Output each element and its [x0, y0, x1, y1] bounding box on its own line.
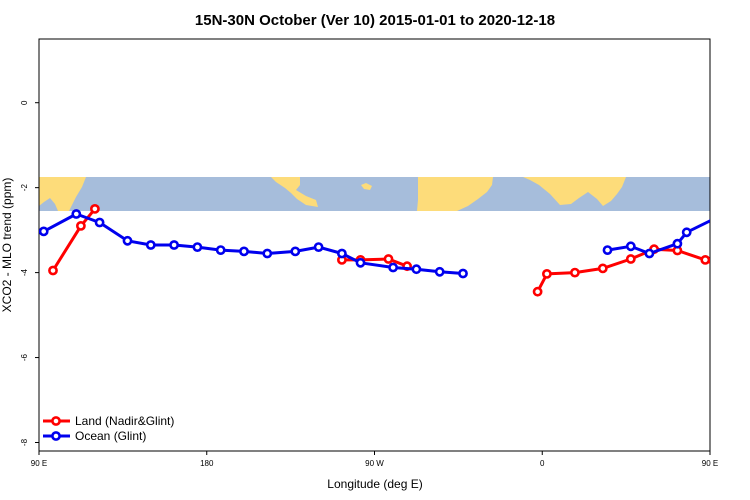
x-tick-label: 180: [200, 459, 214, 468]
land-data-point: [76, 220, 86, 231]
ocean-data-point: [739, 219, 746, 226]
ocean-data-point: [122, 235, 133, 246]
ocean-data-point: [262, 248, 273, 259]
ocean-data-point: [434, 266, 445, 277]
ocean-data-point: [644, 248, 655, 259]
land-data-point: [720, 266, 727, 273]
map-land-asia: [39, 177, 86, 211]
ocean-data-point: [215, 245, 226, 255]
map-land-south-asia: [523, 177, 626, 206]
legend-ocean-label: Ocean (Glint): [75, 429, 146, 443]
x-tick-label: 90 W: [365, 459, 384, 468]
ocean-data-point: [94, 217, 105, 228]
land-data-point: [542, 268, 552, 279]
legend: Land (Nadir&Glint) Ocean (Glint): [43, 414, 174, 443]
land-data-point: [90, 203, 100, 214]
land-data-point: [625, 254, 636, 264]
ocean-data-point: [192, 242, 203, 252]
plot-frame: [38, 38, 711, 452]
map-land-north-america: [271, 177, 318, 207]
ocean-data-point: [290, 246, 301, 257]
ocean-data-point: [39, 226, 49, 237]
land-data-point: [744, 224, 750, 231]
ocean-data-point: [71, 209, 82, 219]
ocean-data-point: [239, 246, 249, 257]
x-tick-label: 90 E: [31, 459, 47, 468]
legend-land-label: Land (Nadir&Glint): [75, 414, 174, 428]
legend-land-marker: [51, 416, 61, 426]
ocean-series-line: [607, 219, 710, 255]
land-data-point: [700, 255, 710, 265]
ocean-data-point: [355, 257, 366, 268]
land-series-line: [341, 257, 408, 268]
y-tick-label: -6: [20, 353, 29, 361]
ocean-data-point: [625, 241, 636, 252]
land-data-point: [532, 286, 543, 297]
chart-title: 15N-30N October (Ver 10) 2015-01-01 to 2…: [195, 12, 555, 29]
ocean-data-point: [602, 245, 613, 255]
land-data-point: [48, 265, 58, 276]
ocean-data-point: [336, 248, 347, 259]
land-data-point: [570, 267, 580, 278]
x-axis-label: Longitude (deg E): [327, 477, 422, 491]
y-tick-label: -4: [20, 269, 29, 277]
y-tick-label: -8: [20, 438, 29, 446]
ocean-data-point: [411, 264, 422, 275]
ocean-data-point: [388, 262, 398, 273]
land-data-point: [597, 263, 608, 274]
ocean-data-point: [720, 210, 727, 217]
y-axis: 0 -2 -4 -6 -8: [20, 100, 39, 446]
ocean-data-point: [458, 268, 468, 279]
y-tick-label: -2: [20, 184, 29, 192]
ocean-data-point: [145, 240, 156, 250]
world-map-band: [39, 177, 710, 211]
x-axis: 90 E 180 90 W 0 90 E: [31, 451, 718, 468]
series-layer: [39, 203, 750, 297]
land-data-point: [383, 254, 394, 264]
map-land-caribbean: [361, 183, 372, 190]
ocean-data-point: [672, 238, 683, 249]
map-land-africa-arabia: [417, 177, 493, 211]
y-tick-label: 0: [20, 100, 29, 105]
ocean-data-point: [313, 242, 324, 252]
y-axis-label: XCO2 - MLO trend (ppm): [0, 178, 14, 313]
x-tick-label: 90 E: [702, 459, 718, 468]
ocean-data-point: [169, 240, 179, 250]
ocean-data-point: [681, 227, 692, 238]
legend-ocean-marker: [51, 431, 61, 441]
x-tick-label: 0: [540, 459, 545, 468]
